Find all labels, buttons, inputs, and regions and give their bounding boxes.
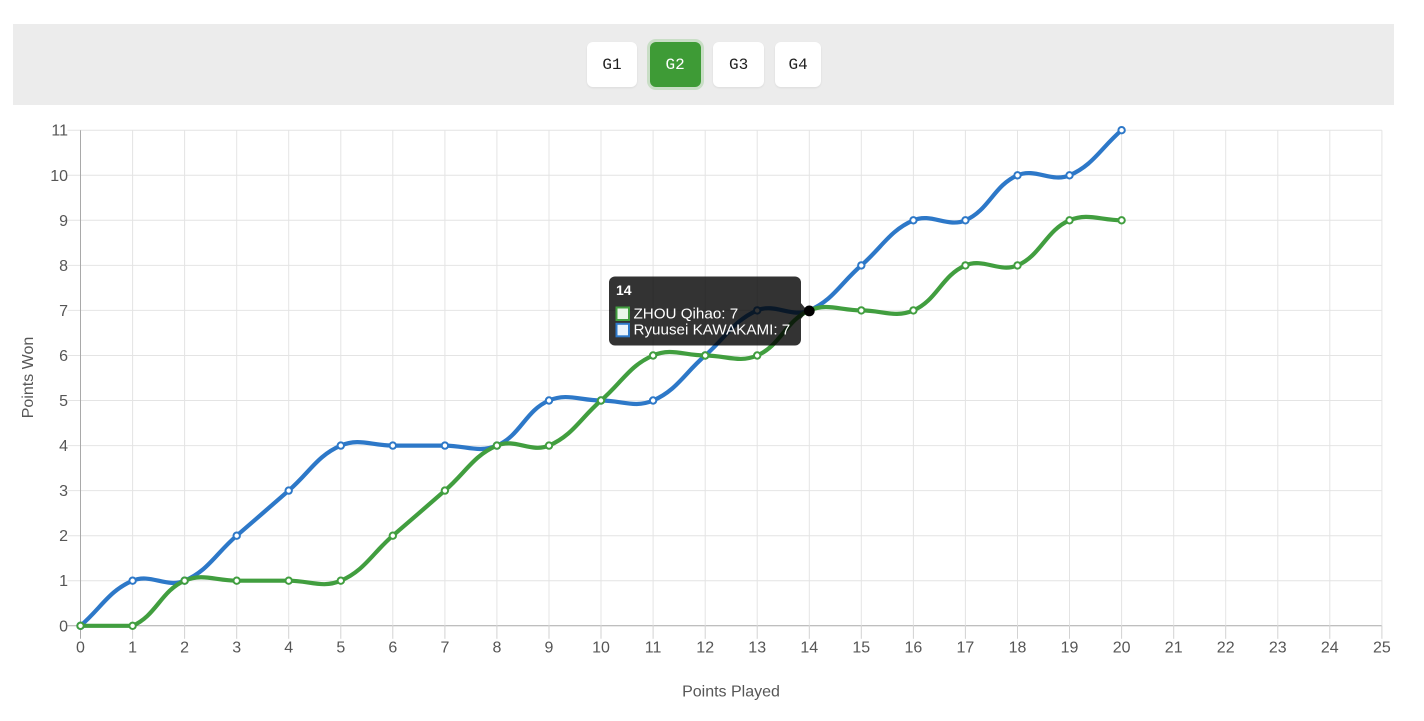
svg-text:Points Won: Points Won bbox=[20, 337, 37, 419]
svg-text:17: 17 bbox=[957, 640, 975, 657]
svg-text:5: 5 bbox=[59, 393, 68, 410]
svg-text:8: 8 bbox=[59, 258, 68, 275]
svg-text:9: 9 bbox=[59, 213, 68, 230]
svg-text:12: 12 bbox=[696, 640, 714, 657]
svg-text:7: 7 bbox=[59, 303, 68, 320]
svg-text:19: 19 bbox=[1061, 640, 1079, 657]
svg-text:3: 3 bbox=[232, 640, 241, 657]
svg-text:4: 4 bbox=[59, 438, 68, 455]
svg-text:1: 1 bbox=[128, 640, 137, 657]
svg-text:14: 14 bbox=[800, 640, 818, 657]
svg-text:24: 24 bbox=[1321, 640, 1339, 657]
svg-text:7: 7 bbox=[440, 640, 449, 657]
svg-text:1: 1 bbox=[59, 573, 68, 590]
svg-text:9: 9 bbox=[545, 640, 554, 657]
svg-text:20: 20 bbox=[1113, 640, 1131, 657]
svg-text:5: 5 bbox=[336, 640, 345, 657]
svg-text:3: 3 bbox=[59, 483, 68, 500]
svg-text:18: 18 bbox=[1009, 640, 1027, 657]
svg-text:16: 16 bbox=[905, 640, 923, 657]
svg-text:15: 15 bbox=[852, 640, 870, 657]
svg-text:23: 23 bbox=[1269, 640, 1287, 657]
svg-text:2: 2 bbox=[59, 528, 68, 545]
svg-text:11: 11 bbox=[51, 123, 68, 140]
svg-text:11: 11 bbox=[645, 640, 662, 657]
svg-text:8: 8 bbox=[492, 640, 501, 657]
svg-text:4: 4 bbox=[284, 640, 293, 657]
svg-text:6: 6 bbox=[59, 348, 68, 365]
svg-text:2: 2 bbox=[180, 640, 189, 657]
svg-text:0: 0 bbox=[59, 618, 68, 635]
svg-text:Points Played: Points Played bbox=[682, 684, 780, 701]
svg-text:25: 25 bbox=[1373, 640, 1391, 657]
svg-text:Ryuusei KAWAKAMI: 7: Ryuusei KAWAKAMI: 7 bbox=[634, 321, 791, 338]
svg-text:14: 14 bbox=[616, 282, 632, 298]
svg-text:6: 6 bbox=[388, 640, 397, 657]
svg-text:10: 10 bbox=[50, 168, 68, 185]
svg-text:10: 10 bbox=[592, 640, 610, 657]
svg-text:ZHOU Qihao: 7: ZHOU Qihao: 7 bbox=[634, 305, 739, 322]
svg-text:21: 21 bbox=[1165, 640, 1183, 657]
svg-text:22: 22 bbox=[1217, 640, 1235, 657]
svg-text:13: 13 bbox=[748, 640, 766, 657]
svg-text:0: 0 bbox=[76, 640, 85, 657]
